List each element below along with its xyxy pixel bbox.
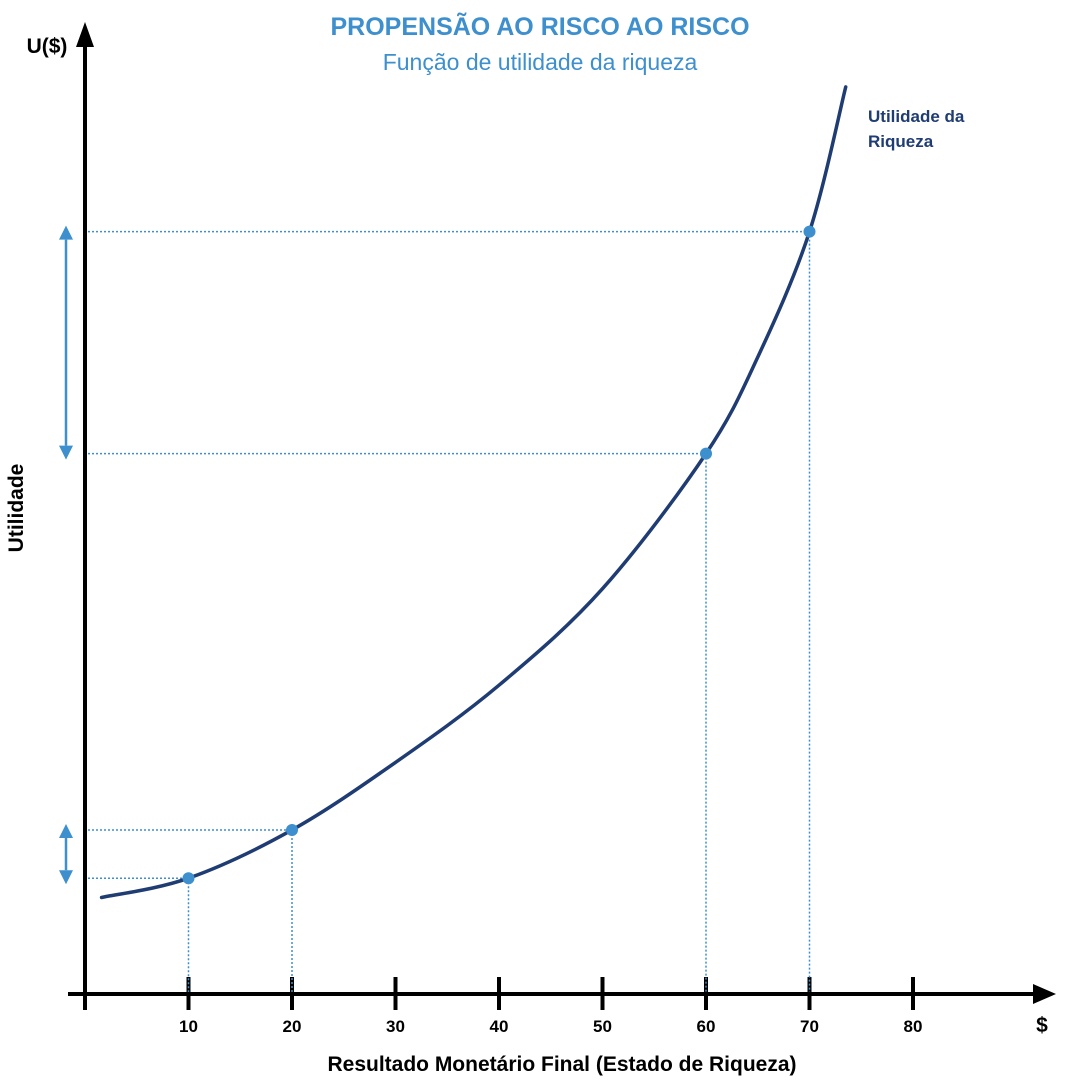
utility-curve xyxy=(99,85,848,900)
x-tick-label: 40 xyxy=(490,1017,509,1036)
x-tick-label: 30 xyxy=(386,1017,405,1036)
x-ticks: 10 20 30 40 50 60 70 80 xyxy=(83,977,923,1036)
x-tick-label: 20 xyxy=(283,1017,302,1036)
y-axis-arrowhead xyxy=(76,22,94,47)
x-tick-label: 60 xyxy=(697,1017,716,1036)
y-axis-label: U($) xyxy=(27,35,68,58)
x-unit-label: $ xyxy=(1036,1014,1048,1037)
data-point xyxy=(286,823,298,836)
utility-difference-arrow xyxy=(59,823,73,885)
series-label-line-1: Utilidade da xyxy=(868,107,965,126)
data-point xyxy=(182,872,195,885)
series-label: Utilidade da Riqueza xyxy=(868,107,969,151)
guide-lines xyxy=(88,230,811,992)
y-side-label: Utilidade xyxy=(5,464,28,553)
x-axis-label: Resultado Monetário Final (Estado de Riq… xyxy=(327,1053,796,1076)
x-tick-label: 80 xyxy=(904,1017,923,1036)
series-layer xyxy=(99,85,848,900)
chart-title: PROPENSÃO AO RISCO AO RISCO xyxy=(330,11,749,41)
x-axis-arrowhead xyxy=(1033,984,1056,1004)
highlighted-points xyxy=(182,225,816,885)
data-point xyxy=(700,447,712,460)
utility-difference-arrow xyxy=(59,225,73,460)
x-tick-label: 50 xyxy=(593,1017,612,1036)
utility-difference-arrows xyxy=(59,225,73,885)
series-label-line-2: Riqueza xyxy=(868,132,934,151)
data-point xyxy=(803,225,816,238)
chart-subtitle: Função de utilidade da riqueza xyxy=(383,49,698,75)
x-tick-label: 70 xyxy=(800,1017,819,1036)
x-tick-label: 10 xyxy=(179,1017,198,1036)
